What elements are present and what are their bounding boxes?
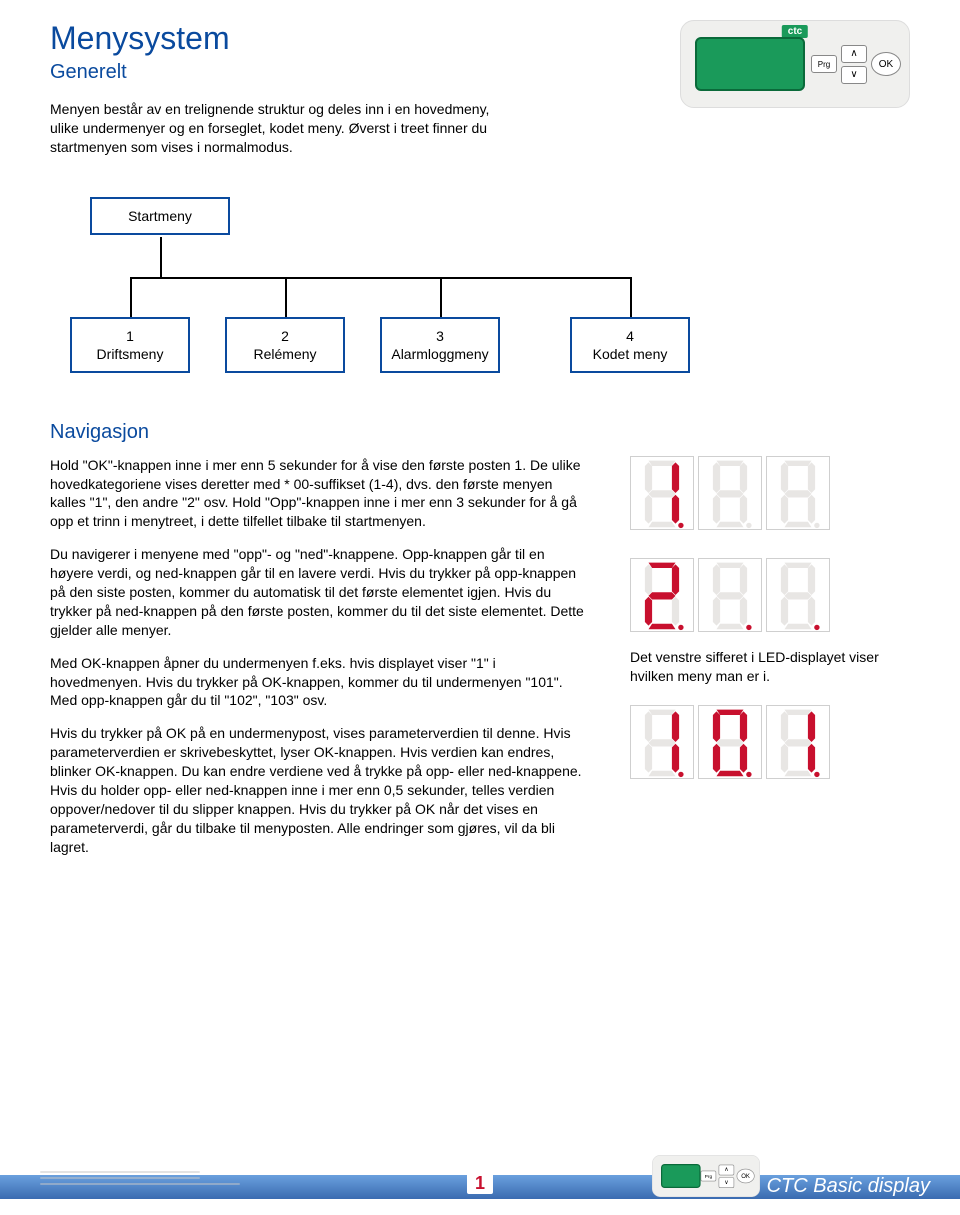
page-subtitle: Generelt <box>50 61 680 84</box>
nav-paragraph-4: Hvis du trykker på OK på en undermenypos… <box>50 724 590 856</box>
tree-child-label: Driftsmeny <box>97 346 164 362</box>
led-caption: Det venstre sifferet i LED-displayet vis… <box>630 648 890 686</box>
page-footer: 1 Prg ∧∨ OK CTC Basic display <box>0 1161 960 1215</box>
nav-paragraph-2: Du navigerer i menyene med "opp"- og "ne… <box>50 545 590 639</box>
nav-paragraph-1: Hold "OK"-knappen inne i mer enn 5 sekun… <box>50 456 590 532</box>
device-up-button: ∧ <box>841 45 867 63</box>
tree-child-1: 1 Driftsmeny <box>70 317 190 373</box>
tree-child-num: 3 <box>436 328 444 344</box>
device-screen <box>695 37 805 91</box>
tree-child-num: 4 <box>626 328 634 344</box>
device-ok-button: OK <box>871 52 901 76</box>
header-row: Menysystem Generelt Menyen består av en … <box>50 20 910 157</box>
tree-child-label: Kodet meny <box>593 346 668 362</box>
device-illustration: ctc Prg ∧ ∨ OK <box>680 20 910 108</box>
intro-paragraph: Menyen består av en trelignende struktur… <box>50 100 490 157</box>
menu-tree-diagram: Startmeny 1 Driftsmeny 2 Relémeny 3 Alar… <box>50 197 910 397</box>
tree-child-num: 2 <box>281 328 289 344</box>
led-display-1 <box>630 456 830 530</box>
tree-root-box: Startmeny <box>90 197 230 235</box>
footer-decoration <box>40 1171 200 1189</box>
tree-child-num: 1 <box>126 328 134 344</box>
section-heading-navigation: Navigasjon <box>50 421 910 444</box>
tree-child-4: 4 Kodet meny <box>570 317 690 373</box>
tree-child-3: 3 Alarmloggmeny <box>380 317 500 373</box>
footer-brand: CTC Basic display <box>767 1175 930 1198</box>
tree-child-label: Relémeny <box>253 346 316 362</box>
page-number: 1 <box>467 1173 493 1194</box>
led-column: Det venstre sifferet i LED-displayet vis… <box>630 456 890 871</box>
led-display-3 <box>630 705 830 779</box>
text-column: Hold "OK"-knappen inne i mer enn 5 sekun… <box>50 456 590 871</box>
led-display-2 <box>630 558 830 632</box>
tree-child-2: 2 Relémeny <box>225 317 345 373</box>
page-title: Menysystem <box>50 20 680 57</box>
nav-paragraph-3: Med OK-knappen åpner du undermenyen f.ek… <box>50 654 590 711</box>
device-down-button: ∨ <box>841 66 867 84</box>
footer-device-icon: Prg ∧∨ OK <box>652 1155 760 1197</box>
tree-child-label: Alarmloggmeny <box>391 346 488 362</box>
device-prg-button: Prg <box>811 55 837 73</box>
